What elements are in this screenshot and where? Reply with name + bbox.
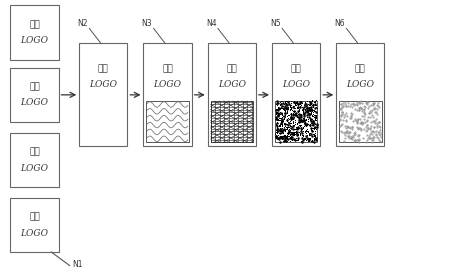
Bar (146, 101, 189, 142)
Bar (10, 133, 59, 187)
Text: LOGO: LOGO (20, 36, 49, 45)
Text: LOGO: LOGO (346, 80, 375, 89)
Text: N2: N2 (78, 19, 88, 28)
Text: N1: N1 (72, 260, 83, 269)
Text: LOGO: LOGO (20, 98, 49, 108)
Bar (10, 5, 59, 60)
Bar (208, 43, 256, 146)
Text: 企业: 企业 (162, 64, 173, 74)
Bar (336, 43, 385, 146)
Text: N3: N3 (142, 19, 152, 28)
Text: 企业: 企业 (29, 20, 40, 29)
Text: 企业: 企业 (29, 212, 40, 221)
Bar (10, 198, 59, 252)
Text: LOGO: LOGO (282, 80, 310, 89)
Text: LOGO: LOGO (20, 228, 49, 238)
Text: 企业: 企业 (291, 64, 302, 74)
Bar (339, 101, 381, 142)
Text: 企业: 企业 (98, 64, 109, 74)
Bar (10, 68, 59, 122)
Text: N4: N4 (206, 19, 217, 28)
Text: 企业: 企业 (355, 64, 366, 74)
Text: 企业: 企业 (29, 82, 40, 91)
Text: LOGO: LOGO (153, 80, 182, 89)
Text: LOGO: LOGO (89, 80, 118, 89)
Bar (272, 43, 320, 146)
Bar (275, 101, 317, 142)
Bar (144, 43, 192, 146)
Bar (79, 43, 128, 146)
Text: 企业: 企业 (29, 147, 40, 156)
Text: 企业: 企业 (226, 64, 237, 74)
Bar (211, 101, 253, 142)
Text: LOGO: LOGO (218, 80, 246, 89)
Text: N5: N5 (270, 19, 281, 28)
Text: N6: N6 (335, 19, 345, 28)
Text: LOGO: LOGO (20, 163, 49, 173)
